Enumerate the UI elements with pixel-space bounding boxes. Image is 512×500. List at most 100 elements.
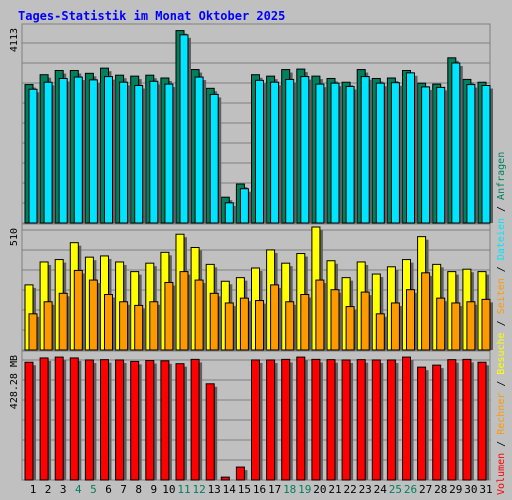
bar-volumen-1 — [24, 361, 34, 481]
bar-volumen-27 — [417, 366, 427, 481]
bar-seiten-4 — [73, 269, 83, 351]
day-label-11: 11 — [177, 483, 190, 496]
bar-dateien-4 — [73, 76, 83, 224]
bar-volumen-31 — [477, 361, 487, 481]
bar-seiten-2 — [43, 301, 53, 351]
bar-dateien-31 — [481, 85, 491, 224]
bar-seiten-31 — [481, 298, 491, 351]
bar-volumen-15 — [235, 466, 245, 481]
bar-dateien-2 — [43, 81, 53, 224]
day-label-29: 29 — [449, 483, 462, 496]
bar-dateien-13 — [209, 93, 219, 224]
bar-volumen-23 — [356, 359, 366, 481]
bar-dateien-7 — [119, 81, 129, 224]
bar-seiten-22 — [345, 306, 355, 351]
bar-dateien-23 — [360, 76, 370, 224]
day-label-1: 1 — [30, 483, 37, 496]
legend-anfragen: Anfragen — [496, 152, 507, 200]
bar-seiten-10 — [164, 281, 174, 351]
bar-seiten-17 — [270, 284, 280, 351]
bar-volumen-17 — [266, 359, 276, 481]
bar-volumen-2 — [39, 357, 49, 481]
legend-rechner: Rechner — [496, 393, 507, 435]
bar-volumen-21 — [326, 359, 336, 481]
legend-separator: / — [496, 200, 507, 218]
bar-volumen-4 — [69, 357, 79, 481]
bar-volumen-24 — [371, 359, 381, 481]
bar-dateien-14 — [224, 202, 234, 224]
bar-seiten-20 — [315, 279, 325, 351]
bar-seiten-15 — [239, 297, 249, 351]
legend-besuche: Besuche — [496, 332, 507, 374]
bar-dateien-21 — [330, 82, 340, 224]
bar-dateien-10 — [164, 83, 174, 224]
day-label-17: 17 — [268, 483, 281, 496]
day-label-6: 6 — [105, 483, 112, 496]
legend-seiten: Seiten — [496, 278, 507, 314]
day-label-25: 25 — [389, 483, 402, 496]
panel-3: 428.28 MB — [9, 350, 491, 481]
day-label-2: 2 — [45, 483, 52, 496]
bar-volumen-16 — [251, 359, 260, 481]
bar-seiten-24 — [375, 313, 385, 351]
legend-volumen: Volumen — [496, 453, 507, 495]
day-label-10: 10 — [162, 483, 175, 496]
day-label-12: 12 — [192, 483, 205, 496]
bar-seiten-16 — [255, 300, 264, 351]
day-label-26: 26 — [404, 483, 417, 496]
bar-seiten-1 — [28, 313, 38, 351]
bar-volumen-22 — [341, 359, 351, 481]
bar-dateien-27 — [421, 86, 431, 224]
bar-volumen-7 — [115, 359, 125, 481]
day-label-7: 7 — [120, 483, 127, 496]
bar-volumen-26 — [402, 356, 411, 481]
day-label-30: 30 — [464, 483, 477, 496]
day-label-15: 15 — [238, 483, 251, 496]
bar-volumen-29 — [447, 359, 457, 481]
bar-seiten-21 — [330, 289, 340, 351]
bar-dateien-1 — [28, 88, 38, 224]
bar-seiten-26 — [406, 289, 415, 351]
bar-dateien-5 — [88, 79, 98, 224]
bar-seiten-18 — [285, 301, 295, 351]
bar-volumen-5 — [84, 359, 94, 481]
bar-seiten-6 — [104, 294, 113, 351]
legend-separator: / — [496, 314, 507, 332]
bar-dateien-9 — [149, 80, 159, 224]
legend-separator: / — [496, 260, 507, 278]
day-label-21: 21 — [328, 483, 341, 496]
bar-volumen-30 — [462, 358, 472, 481]
bar-volumen-18 — [281, 358, 291, 481]
day-label-13: 13 — [208, 483, 221, 496]
bar-dateien-12 — [194, 76, 204, 224]
bar-volumen-25 — [386, 359, 396, 481]
bar-dateien-22 — [345, 85, 355, 224]
bar-dateien-25 — [390, 82, 400, 224]
panel-max-label: 428.28 MB — [9, 355, 20, 409]
chart-legend: Volumen / Rechner / Besuche / Seiten / D… — [496, 152, 507, 495]
bar-dateien-30 — [466, 84, 476, 224]
bar-volumen-14 — [220, 476, 230, 481]
bar-volumen-3 — [54, 356, 64, 481]
panel-2: 510 — [9, 223, 493, 351]
chart-title: Tages-Statistik im Monat Oktober 2025 — [18, 9, 285, 23]
legend-separator: / — [496, 435, 507, 453]
day-label-3: 3 — [60, 483, 67, 496]
day-label-9: 9 — [150, 483, 157, 496]
bar-seiten-25 — [390, 302, 400, 351]
bar-volumen-6 — [100, 359, 109, 481]
day-label-16: 16 — [253, 483, 266, 496]
day-label-19: 19 — [298, 483, 311, 496]
day-label-5: 5 — [90, 483, 97, 496]
bar-seiten-7 — [119, 301, 129, 351]
bar-dateien-20 — [315, 83, 325, 224]
bar-seiten-19 — [300, 294, 310, 351]
bar-seiten-13 — [209, 292, 219, 351]
day-label-28: 28 — [434, 483, 447, 496]
day-label-8: 8 — [135, 483, 142, 496]
bar-dateien-26 — [406, 72, 415, 224]
bar-volumen-20 — [311, 358, 321, 481]
bar-volumen-12 — [190, 358, 200, 481]
bar-volumen-9 — [145, 360, 155, 481]
bar-dateien-3 — [58, 77, 68, 224]
